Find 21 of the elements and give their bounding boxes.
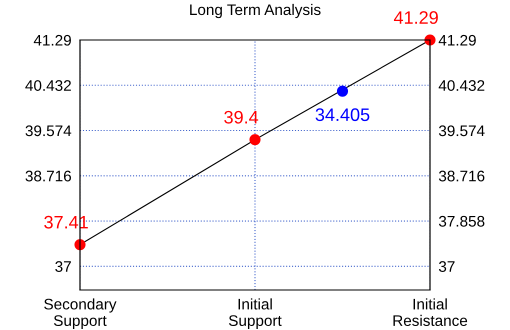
data-label: 39.4	[224, 110, 258, 124]
y-tick-label: 41.29	[34, 34, 71, 46]
x-tick-label: Initial Support	[228, 298, 282, 330]
y-tick-label: 39.574	[26, 125, 72, 136]
y-tick-label: 38.716	[26, 170, 71, 182]
y2-tick-label: 41.29	[438, 34, 476, 46]
point	[424, 34, 436, 46]
y2-tick-label: 37	[438, 261, 455, 272]
x-tick-label: Initial Resistance	[393, 298, 468, 326]
y-tick-label: 37	[55, 261, 71, 272]
x-tick-label: Secondary Support	[44, 298, 116, 330]
y2-tick-label: 38.716	[438, 170, 484, 182]
y2-tick-label: 40.432	[438, 80, 484, 91]
annotation: 34.405	[316, 108, 370, 122]
y2-tick-label: 37.858	[438, 216, 484, 227]
y-tick-label: 40.432	[25, 80, 71, 91]
chart-title: Long Term Analysis	[190, 4, 321, 18]
y2-tick-label: 39.574	[438, 125, 485, 136]
point	[249, 134, 261, 146]
point	[336, 86, 348, 97]
data-label: 41.29	[394, 11, 438, 24]
